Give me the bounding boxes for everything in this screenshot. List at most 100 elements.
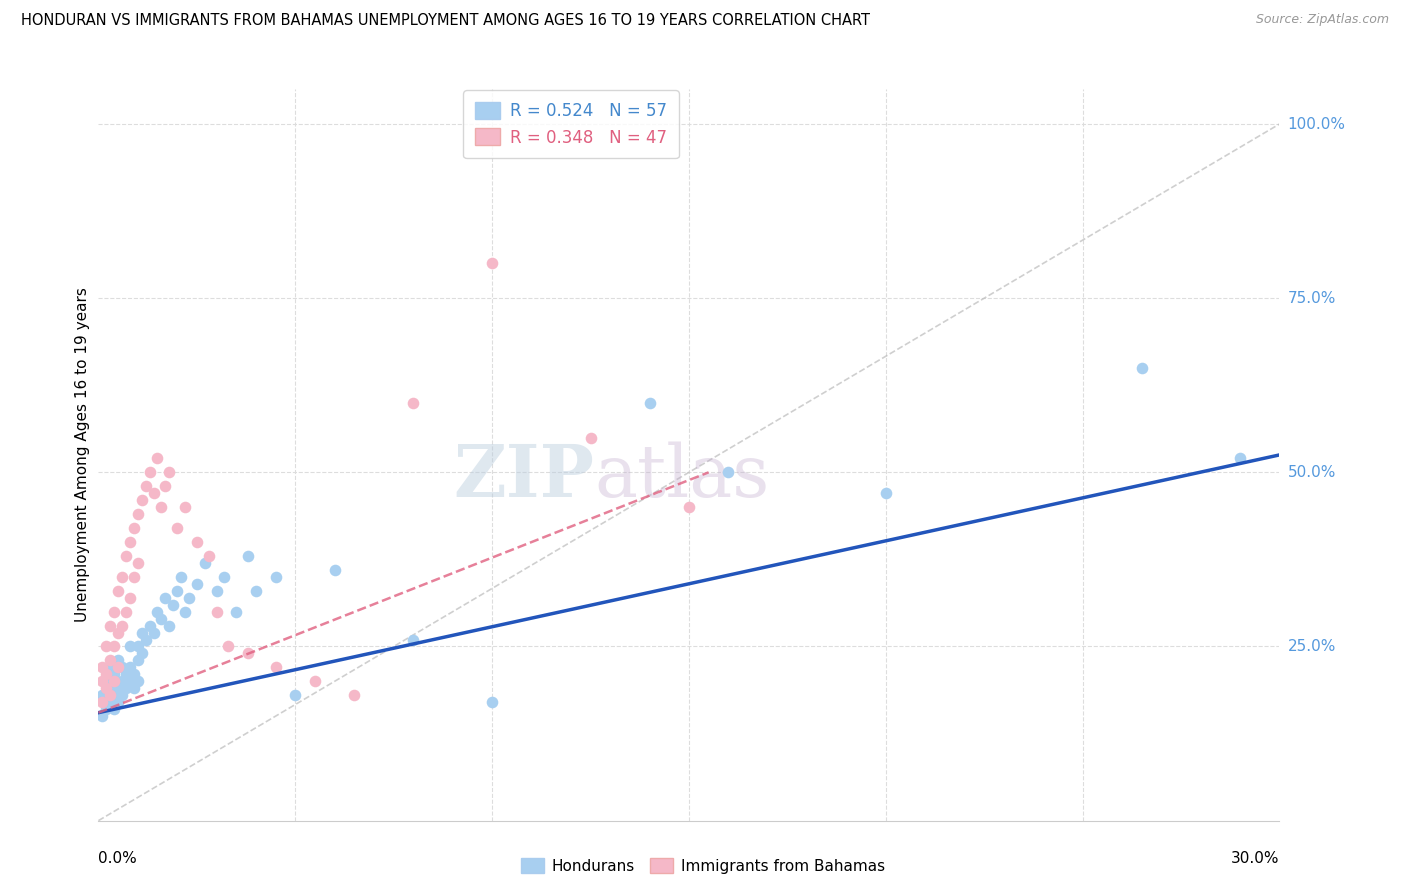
Point: [98, 618, 121, 632]
Point: [91, 674, 114, 689]
Point: [135, 479, 157, 493]
Point: [127, 653, 149, 667]
Y-axis label: Unemployment Among Ages 16 to 19 years: Unemployment Among Ages 16 to 19 years: [75, 287, 90, 623]
Point: [177, 591, 200, 605]
Point: [131, 625, 153, 640]
Point: [111, 570, 134, 584]
Point: [146, 451, 169, 466]
Point: [217, 640, 239, 654]
Text: ZIP: ZIP: [454, 442, 595, 512]
Text: 25.0%: 25.0%: [1288, 639, 1336, 654]
Legend: R = 0.524   N = 57, R = 0.348   N = 47: R = 0.524 N = 57, R = 0.348 N = 47: [463, 90, 679, 158]
Point: [103, 667, 125, 681]
Point: [174, 605, 197, 619]
Point: [118, 660, 141, 674]
Point: [205, 583, 228, 598]
Point: [1229, 451, 1251, 466]
Point: [264, 660, 287, 674]
Point: [323, 563, 346, 577]
Point: [481, 695, 503, 709]
Point: [115, 549, 138, 563]
Point: [135, 632, 157, 647]
Point: [122, 570, 145, 584]
Point: [186, 576, 208, 591]
Point: [98, 653, 121, 667]
Point: [197, 549, 219, 563]
Point: [205, 605, 228, 619]
Point: [103, 605, 125, 619]
Point: [138, 466, 160, 480]
Point: [122, 521, 145, 535]
Point: [98, 660, 121, 674]
Text: 100.0%: 100.0%: [1288, 117, 1346, 131]
Point: [264, 570, 287, 584]
Point: [343, 688, 366, 702]
Point: [107, 653, 129, 667]
Point: [115, 605, 138, 619]
Point: [91, 709, 114, 723]
Point: [155, 479, 177, 493]
Point: [170, 570, 193, 584]
Point: [111, 660, 134, 674]
Legend: Hondurans, Immigrants from Bahamas: Hondurans, Immigrants from Bahamas: [515, 852, 891, 880]
Point: [142, 486, 165, 500]
Point: [638, 395, 661, 409]
Point: [98, 695, 121, 709]
Point: [96, 667, 118, 681]
Point: [118, 535, 141, 549]
Point: [118, 591, 141, 605]
Point: [127, 556, 149, 570]
Point: [138, 618, 160, 632]
Point: [225, 605, 247, 619]
Point: [155, 591, 177, 605]
Point: [107, 695, 129, 709]
Point: [678, 500, 700, 515]
Point: [115, 667, 138, 681]
Text: 50.0%: 50.0%: [1288, 465, 1336, 480]
Point: [122, 681, 145, 696]
Point: [1130, 360, 1153, 375]
Point: [236, 549, 259, 563]
Point: [115, 681, 138, 696]
Point: [402, 395, 425, 409]
Point: [103, 688, 125, 702]
Point: [875, 486, 897, 500]
Point: [127, 674, 149, 689]
Point: [166, 583, 188, 598]
Text: 30.0%: 30.0%: [1232, 851, 1279, 866]
Point: [214, 570, 236, 584]
Point: [162, 598, 184, 612]
Point: [103, 640, 125, 654]
Text: atlas: atlas: [595, 442, 770, 512]
Point: [118, 640, 141, 654]
Point: [157, 618, 180, 632]
Point: [174, 500, 197, 515]
Point: [245, 583, 267, 598]
Point: [579, 430, 602, 444]
Text: Source: ZipAtlas.com: Source: ZipAtlas.com: [1256, 13, 1389, 27]
Point: [194, 556, 217, 570]
Text: HONDURAN VS IMMIGRANTS FROM BAHAMAS UNEMPLOYMENT AMONG AGES 16 TO 19 YEARS CORRE: HONDURAN VS IMMIGRANTS FROM BAHAMAS UNEM…: [21, 13, 870, 29]
Point: [98, 688, 121, 702]
Point: [107, 625, 129, 640]
Point: [107, 583, 129, 598]
Point: [146, 605, 169, 619]
Point: [150, 612, 173, 626]
Point: [118, 674, 141, 689]
Point: [157, 466, 180, 480]
Point: [107, 681, 129, 696]
Point: [103, 702, 125, 716]
Point: [236, 647, 259, 661]
Point: [91, 688, 114, 702]
Point: [107, 660, 129, 674]
Point: [142, 625, 165, 640]
Text: 0.0%: 0.0%: [98, 851, 138, 866]
Point: [91, 660, 114, 674]
Point: [304, 674, 326, 689]
Point: [127, 640, 149, 654]
Point: [96, 674, 118, 689]
Point: [111, 618, 134, 632]
Point: [111, 674, 134, 689]
Point: [127, 507, 149, 521]
Point: [150, 500, 173, 515]
